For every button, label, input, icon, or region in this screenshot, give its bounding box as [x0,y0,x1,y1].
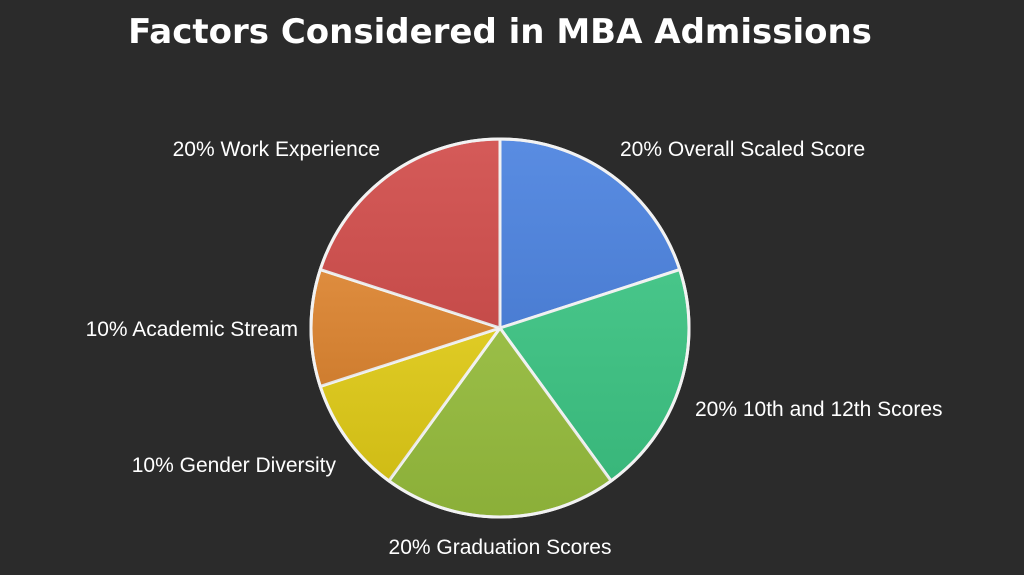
pie-slice-label-4: 10% Gender Diversity [132,454,337,477]
pie-slices [309,137,691,519]
pie-outline [309,137,691,519]
pie-slice-label-5: 10% Academic Stream [86,318,298,341]
pie-slice-label-3: 20% Graduation Scores [389,536,612,559]
pie-slice-label-2: 20% 10th and 12th Scores [695,398,943,421]
pie-slice-label-6: 20% Work Experience [173,138,380,161]
chart-title: Factors Considered in MBA Admissions [128,12,872,52]
pie-slice-label-1: 20% Overall Scaled Score [620,138,865,161]
pie-labels: 20% Overall Scaled Score 20% 10th and 12t… [86,138,943,559]
